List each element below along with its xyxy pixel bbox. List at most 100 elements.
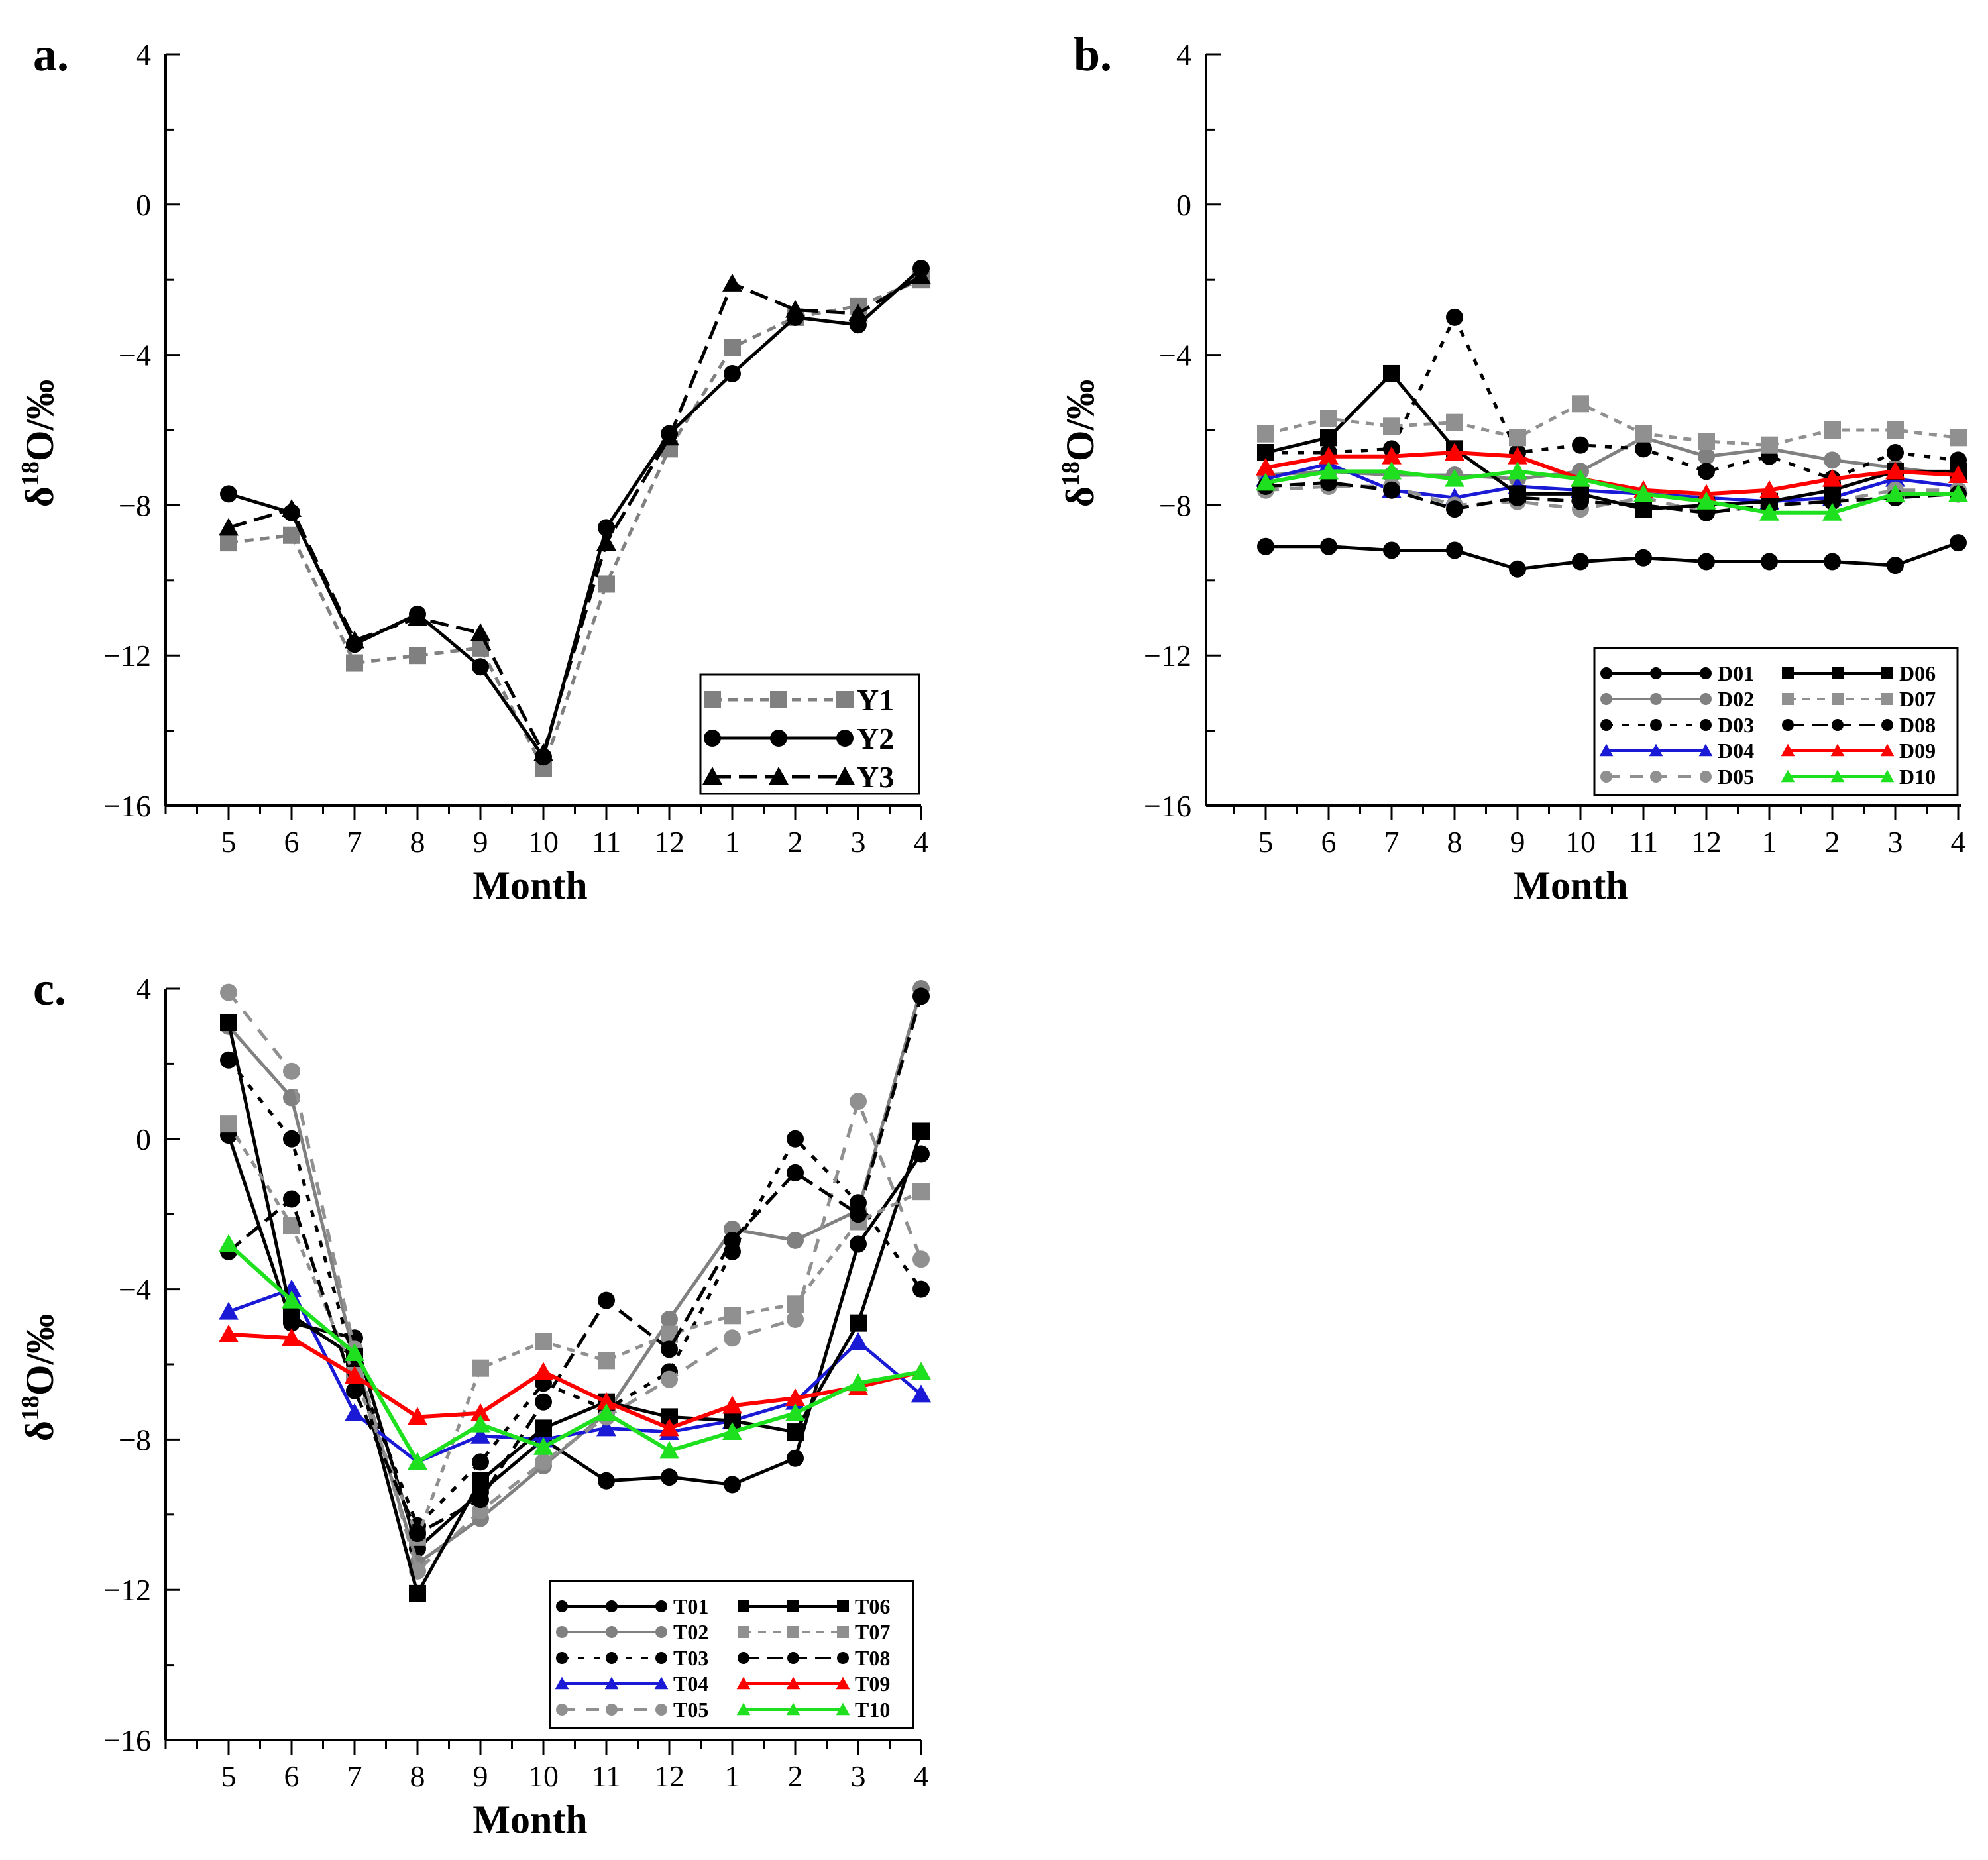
legend-entry-D10: D10	[1781, 765, 1936, 789]
data-point	[722, 273, 742, 292]
legend-entry-T05: T05	[556, 1698, 708, 1722]
data-point	[1572, 553, 1589, 571]
legend-marker	[1600, 771, 1612, 783]
legend-marker	[556, 1652, 568, 1664]
data-point	[219, 1324, 239, 1342]
series-line	[227, 1122, 922, 1539]
x-tick-label: 3	[1888, 825, 1903, 859]
legend-marker	[1650, 719, 1662, 731]
series-line	[1265, 480, 1959, 515]
data-point	[850, 1093, 867, 1111]
data-point	[409, 1525, 426, 1543]
x-tick-label: 6	[1321, 825, 1337, 859]
x-tick-label: 3	[851, 825, 866, 859]
legend: Y1 Y2 Y3	[699, 673, 920, 795]
legend-label: T02	[673, 1620, 708, 1644]
legend-label: D01	[1718, 661, 1754, 685]
data-point	[596, 533, 616, 551]
data-point	[1383, 417, 1400, 435]
x-tick-label: 5	[221, 825, 237, 859]
legend-label: T06	[855, 1594, 890, 1618]
legend-label: D03	[1718, 713, 1754, 737]
legend-marker	[787, 1652, 799, 1664]
legend-label: T09	[855, 1672, 890, 1696]
x-tick-label: 2	[788, 1759, 803, 1793]
legend-marker	[1700, 719, 1712, 731]
data-point	[912, 1280, 930, 1298]
data-point	[1446, 413, 1463, 431]
x-axis-title: Month	[472, 1798, 587, 1841]
data-point	[1320, 537, 1337, 555]
legend-marker	[1880, 769, 1895, 783]
data-point	[346, 1382, 363, 1399]
legend-marker	[1830, 743, 1845, 757]
data-point	[787, 1231, 804, 1249]
series-line	[228, 278, 922, 770]
y-tick-label: −12	[103, 639, 151, 673]
data-point	[345, 1366, 364, 1384]
data-point	[724, 364, 741, 382]
data-point	[1383, 481, 1400, 499]
data-point	[911, 1384, 931, 1403]
legend-marker	[1599, 743, 1614, 757]
legend-marker	[1881, 693, 1893, 705]
data-point	[1571, 468, 1590, 487]
x-tick-label: 6	[284, 825, 300, 859]
data-point	[785, 300, 805, 318]
legend-marker	[655, 1704, 667, 1716]
legend-marker	[702, 767, 722, 785]
data-point	[220, 983, 237, 1001]
data-point	[787, 1130, 804, 1148]
legend-marker	[1830, 769, 1845, 783]
data-point	[1382, 461, 1402, 480]
data-point	[345, 630, 364, 649]
series-D10	[1256, 461, 1968, 521]
data-point	[283, 1130, 300, 1148]
legend-marker	[1782, 693, 1794, 705]
series-line	[1265, 402, 1959, 447]
legend-marker	[836, 730, 854, 747]
data-point	[408, 608, 427, 626]
data-point	[219, 1234, 239, 1252]
legend-label: D02	[1718, 687, 1754, 711]
data-point	[220, 485, 237, 503]
data-point	[912, 1250, 930, 1268]
chart-panel-b: b. 40−4−8−12−165 6 7 8 9 10 11 12 1 2 3 4Monthδ18O/‰…	[1057, 28, 1968, 907]
data-point	[1698, 463, 1715, 480]
data-point	[470, 1403, 490, 1421]
data-point	[722, 1395, 742, 1414]
x-tick-label: 2	[788, 825, 803, 859]
data-point	[785, 1388, 805, 1406]
data-point	[911, 266, 931, 284]
x-tick-label: 4	[1951, 825, 1966, 859]
series-T09	[219, 1324, 931, 1437]
x-tick-label: 2	[1825, 825, 1840, 859]
series-line	[1266, 315, 1959, 481]
legend-entry-T02: T02	[556, 1620, 708, 1644]
legend-marker	[1700, 693, 1712, 705]
data-point	[1887, 421, 1904, 439]
legend-marker	[837, 1600, 849, 1612]
data-point	[661, 1370, 678, 1388]
data-point	[535, 1419, 552, 1437]
y-tick-label: 0	[136, 188, 151, 222]
y-tick-label: −12	[103, 1573, 151, 1607]
data-point	[1824, 553, 1841, 571]
series-line	[227, 1059, 923, 1528]
data-point	[1319, 461, 1339, 480]
data-point	[1509, 489, 1526, 507]
data-point	[409, 647, 426, 665]
data-point	[1320, 429, 1337, 447]
data-point	[346, 654, 363, 672]
data-point	[912, 1122, 930, 1140]
data-point	[1572, 492, 1589, 510]
y-tick-label: 4	[136, 38, 151, 72]
data-point	[1822, 502, 1842, 521]
legend-marker	[837, 1652, 849, 1664]
legend-marker	[1881, 667, 1893, 679]
data-point	[1509, 429, 1526, 447]
series-T02	[220, 980, 930, 1572]
x-axis-title: Month	[1513, 863, 1628, 907]
data-point	[472, 1359, 489, 1377]
